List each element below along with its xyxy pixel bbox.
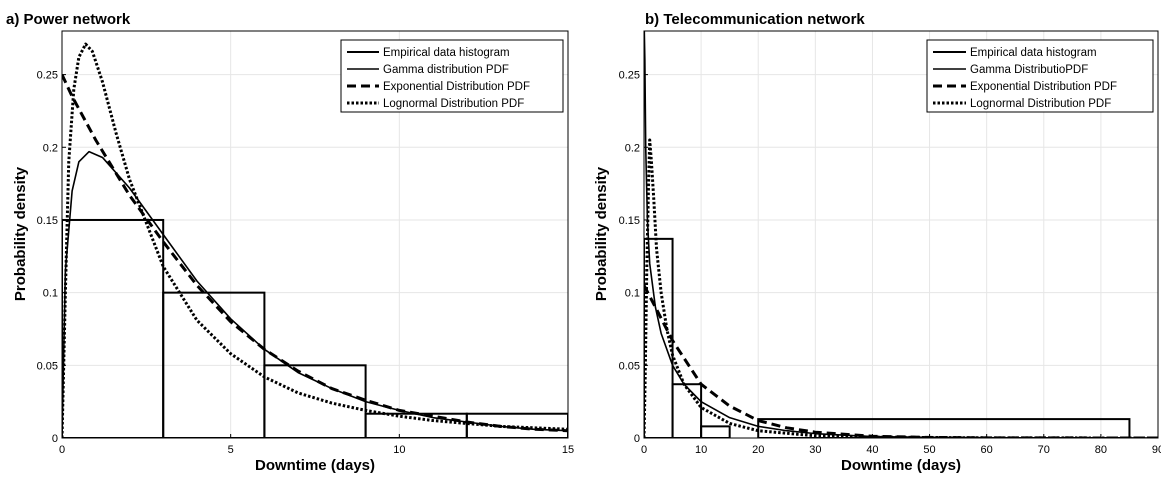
telecom-legend-histogram: Empirical data histogram <box>970 47 1097 59</box>
telecom-histogram-bar <box>757 418 1131 438</box>
telecom-x-tick-label: 60 <box>981 444 993 456</box>
telecom-x-tick-label: 20 <box>752 444 764 456</box>
telecom-axes-box <box>643 30 1159 439</box>
telecom-x-tick-label: 0 <box>641 444 647 456</box>
power-y-tick-label: 0.15 <box>37 215 58 227</box>
telecom-y-axis-label: Probability density <box>593 166 610 301</box>
power-legend-gamma: Gamma distribution PDF <box>383 64 509 76</box>
power-chart-title: a) Power network <box>6 11 131 28</box>
telecom-x-tick-label: 80 <box>1095 444 1107 456</box>
telecom-legend-gamma: Gamma DistributioPDF <box>970 64 1088 76</box>
telecom-x-tick-label: 40 <box>866 444 878 456</box>
telecom-x-tick-label: 10 <box>695 444 707 456</box>
telecom-histogram-bar <box>671 383 703 438</box>
power-series-dashed-line <box>62 73 568 433</box>
telecom-x-tick-label: 50 <box>923 444 935 456</box>
power-y-tick-label: 0.25 <box>37 70 58 82</box>
power-curves <box>62 42 568 438</box>
power-legend: Empirical data histogram Gamma distribut… <box>340 39 564 113</box>
telecom-y-tick-label: 0.15 <box>619 215 640 227</box>
telecom-x-tick-label: 90 <box>1152 444 1161 456</box>
power-y-tick-label: 0.2 <box>43 142 58 154</box>
telecom-x-axis-label: Downtime (days) <box>841 457 961 474</box>
power-x-axis-label: Downtime (days) <box>255 457 375 474</box>
power-legend-lognormal: Lognormal Distribution PDF <box>383 98 524 110</box>
power-axes-box <box>61 30 569 439</box>
telecom-x-tick-label: 70 <box>1038 444 1050 456</box>
power-x-tick-label: 15 <box>562 444 574 456</box>
power-y-ticks: 0 0.05 0.1 0.15 0.2 0.25 <box>37 70 66 445</box>
telecom-y-tick-label: 0.1 <box>625 288 640 300</box>
telecom-y-tick-label: 0.05 <box>619 360 640 372</box>
telecom-y-ticks: 0 0.05 0.1 0.15 0.2 0.25 <box>619 70 648 445</box>
telecom-x-tick-label: 30 <box>809 444 821 456</box>
power-x-tick-label: 5 <box>228 444 234 456</box>
power-legend-exponential: Exponential Distribution PDF <box>383 81 530 93</box>
telecom-x-ticks: 0 10 20 30 40 50 60 70 80 90 <box>641 434 1161 456</box>
power-x-ticks: 0 5 10 15 <box>59 434 574 456</box>
power-y-tick-label: 0 <box>52 433 58 445</box>
power-x-tick-label: 10 <box>393 444 405 456</box>
telecom-histogram-bar <box>700 425 731 438</box>
power-series-solid-line <box>62 150 568 438</box>
telecom-legend: Empirical data histogram Gamma Distribut… <box>926 39 1154 113</box>
telecom-y-tick-label: 0.2 <box>625 142 640 154</box>
power-y-axis-label: Probability density <box>12 166 29 301</box>
telecom-y-tick-label: 0 <box>634 433 640 445</box>
telecom-legend-exponential: Exponential Distribution PDF <box>970 81 1117 93</box>
power-x-tick-label: 0 <box>59 444 65 456</box>
telecom-legend-lognormal: Lognormal Distribution PDF <box>970 98 1111 110</box>
telecom-series-dashed-line <box>644 284 1158 438</box>
power-network-panel: 0 5 10 15 0 0.05 0.1 0.15 0.2 0.25 a) Power netw… <box>6 11 574 474</box>
power-series-dotted-line <box>62 42 568 438</box>
telecom-chart-title: b) Telecommunication network <box>645 11 865 28</box>
power-y-tick-label: 0.05 <box>37 360 58 372</box>
telecom-y-tick-label: 0.25 <box>619 70 640 82</box>
power-legend-histogram: Empirical data histogram <box>383 47 510 59</box>
power-y-tick-label: 0.1 <box>43 288 58 300</box>
